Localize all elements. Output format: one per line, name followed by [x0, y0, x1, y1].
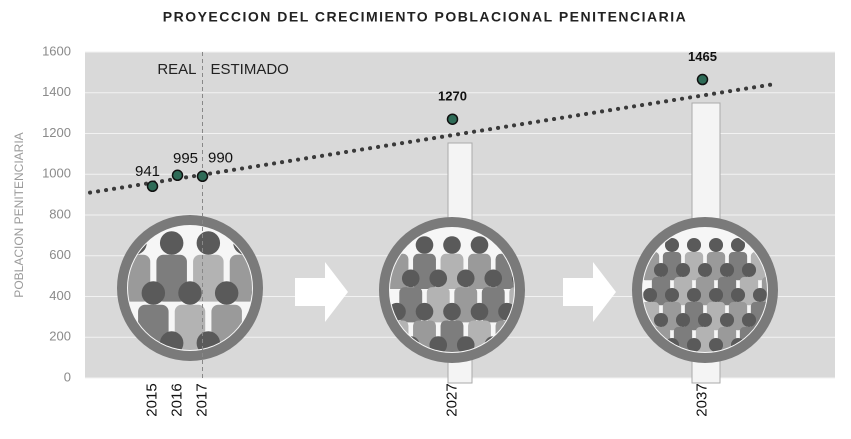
trend-line — [88, 81, 780, 195]
person-body — [761, 277, 767, 306]
person-head — [643, 287, 658, 303]
arrow — [563, 262, 616, 322]
person-body — [695, 277, 715, 306]
person-body — [728, 252, 748, 281]
person-head — [686, 337, 702, 352]
y-tick-label: 200 — [49, 329, 71, 344]
person-head — [741, 262, 757, 278]
crowd — [643, 237, 767, 352]
person-body — [739, 277, 759, 306]
x-tick-label: 2017 — [193, 383, 210, 416]
person-head — [664, 237, 680, 253]
data-label: 990 — [208, 149, 233, 166]
person-body — [706, 302, 726, 331]
person-body — [684, 252, 704, 281]
y-tick-label: 800 — [49, 206, 71, 221]
person-head — [752, 287, 767, 303]
person-head — [697, 312, 713, 328]
y-tick-label: 1600 — [42, 43, 71, 58]
person-head — [470, 236, 489, 254]
person-head — [730, 237, 746, 253]
person-head — [686, 237, 702, 253]
person-head — [456, 269, 475, 288]
y-tick-label: 1400 — [42, 84, 71, 99]
person-body — [662, 252, 682, 281]
person-body — [706, 252, 726, 281]
y-tick-label: 0 — [64, 369, 71, 384]
person-head — [708, 237, 724, 253]
person-head — [741, 312, 757, 328]
y-tick-label: 1200 — [42, 125, 71, 140]
person-head — [443, 302, 461, 321]
person-head — [159, 231, 184, 255]
point — [171, 169, 184, 182]
y-tick-label: 400 — [49, 288, 71, 303]
person-head — [708, 337, 724, 352]
person-head — [730, 287, 746, 303]
person-head — [697, 262, 713, 278]
arrow — [295, 262, 348, 322]
person-head — [415, 236, 434, 254]
person-head — [719, 312, 735, 328]
person-head — [401, 269, 420, 288]
data-label: 1270 — [438, 89, 467, 104]
y-axis-label: POBLACION PENITENCIARIA — [12, 132, 26, 297]
person-body — [684, 302, 704, 331]
data-label: 941 — [135, 163, 160, 180]
person-head — [708, 287, 724, 303]
person-head — [429, 269, 448, 288]
person-head — [141, 281, 166, 305]
person-body — [695, 327, 715, 352]
person-body — [662, 302, 682, 331]
point — [696, 73, 709, 86]
person-head — [484, 269, 503, 288]
person-head — [196, 231, 221, 255]
person-head — [675, 312, 691, 328]
person-body — [728, 302, 748, 331]
person-head — [415, 302, 434, 321]
point — [196, 170, 209, 183]
person-head — [653, 312, 669, 328]
point — [446, 113, 459, 125]
person-head — [214, 281, 239, 305]
data-label: 1465 — [688, 49, 717, 64]
person-head — [686, 287, 702, 303]
person-body — [717, 277, 737, 306]
y-tick-label: 1000 — [42, 166, 71, 181]
point — [146, 180, 159, 193]
y-tick-label: 600 — [49, 247, 71, 262]
person-head — [664, 287, 680, 303]
annotation: ESTIMADO — [211, 61, 289, 78]
person-head — [653, 262, 669, 278]
person-head — [443, 236, 461, 254]
data-label: 995 — [173, 150, 198, 167]
person-body — [673, 277, 693, 306]
person-head — [178, 281, 202, 305]
x-tick-label: 2027 — [443, 383, 460, 416]
annotation: REAL — [157, 61, 196, 78]
chart-title: PROYECCION DEL CRECIMIENTO POBLACIONAL P… — [163, 9, 687, 25]
person-head — [719, 262, 735, 278]
x-tick-label: 2016 — [168, 383, 185, 416]
person-head — [675, 262, 691, 278]
people-illustrations — [117, 215, 778, 363]
x-tick-label: 2037 — [693, 383, 710, 416]
x-tick-label: 2015 — [143, 383, 160, 416]
person-head — [470, 302, 489, 321]
person-body — [651, 277, 671, 306]
